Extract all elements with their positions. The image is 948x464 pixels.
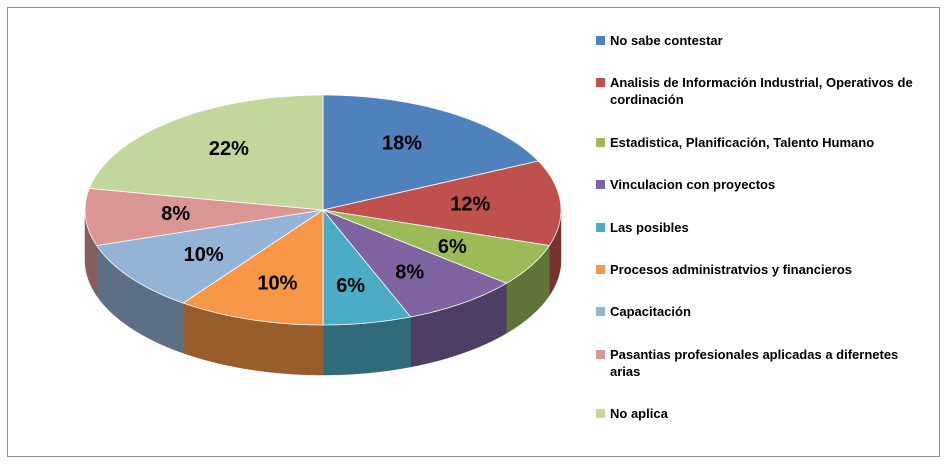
- pie-slice: [182, 209, 324, 326]
- data-label: 8%: [395, 262, 424, 284]
- legend-label: Vinculacion con proyectos: [610, 177, 776, 193]
- legend-label: Capacitación: [610, 304, 691, 320]
- pie-slice: [322, 94, 540, 211]
- legend-label: No sabe contestar: [610, 33, 723, 48]
- data-label: 10%: [257, 273, 297, 295]
- legend-item: Procesos administratvios y financieros: [596, 261, 936, 278]
- legend-swatch: [596, 264, 605, 274]
- legend-swatch: [596, 222, 605, 232]
- pie-slice: [84, 188, 324, 246]
- legend-label: Analisis de Información Industrial, Oper…: [610, 75, 913, 108]
- legend-item: Capacitación: [596, 303, 936, 320]
- legend-item: No aplica: [596, 405, 936, 422]
- pie-slice: [322, 208, 412, 326]
- legend-swatch: [596, 36, 605, 45]
- legend-label: Procesos administratvios y financieros: [610, 261, 853, 277]
- legend-swatch: [596, 180, 605, 190]
- legend-item: Las posibles: [596, 219, 936, 236]
- legend-item: Estadistica, Planificación, Talento Huma…: [596, 134, 936, 151]
- legend-item: No sabe contestar: [596, 32, 936, 49]
- pie-slice: [95, 209, 324, 304]
- data-label: 22%: [209, 138, 249, 160]
- legend-swatch: [596, 137, 605, 147]
- pie-side: [322, 316, 411, 376]
- data-label: 6%: [438, 236, 467, 258]
- legend-item: Vinculacion con proyectos: [596, 176, 936, 193]
- data-label: 18%: [382, 132, 422, 154]
- legend-label: Las posibles: [610, 219, 689, 235]
- data-label: 6%: [336, 275, 365, 297]
- data-label: 12%: [450, 193, 490, 215]
- legend-label: Pasantias profesionales aplicadas a dife…: [610, 346, 899, 379]
- pie-slice: [322, 209, 508, 318]
- data-label: 8%: [161, 203, 190, 225]
- legend-label: Estadistica, Planificación, Talento Huma…: [610, 134, 875, 150]
- pie-slice: [88, 94, 324, 211]
- legend-swatch: [596, 307, 605, 317]
- legend-swatch: [596, 409, 605, 418]
- pie-slice: [322, 209, 551, 284]
- data-label: 10%: [184, 244, 224, 266]
- legend-label: No aplica: [610, 406, 668, 421]
- pie-slice: [322, 160, 562, 246]
- legend-swatch: [596, 349, 605, 359]
- legend-swatch: [596, 78, 605, 88]
- legend-item: Analisis de Información Industrial, Oper…: [596, 74, 936, 108]
- legend: No sabe contestar Analisis de Información…: [596, 32, 936, 422]
- legend-item: Pasantias profesionales aplicadas a dife…: [596, 346, 936, 380]
